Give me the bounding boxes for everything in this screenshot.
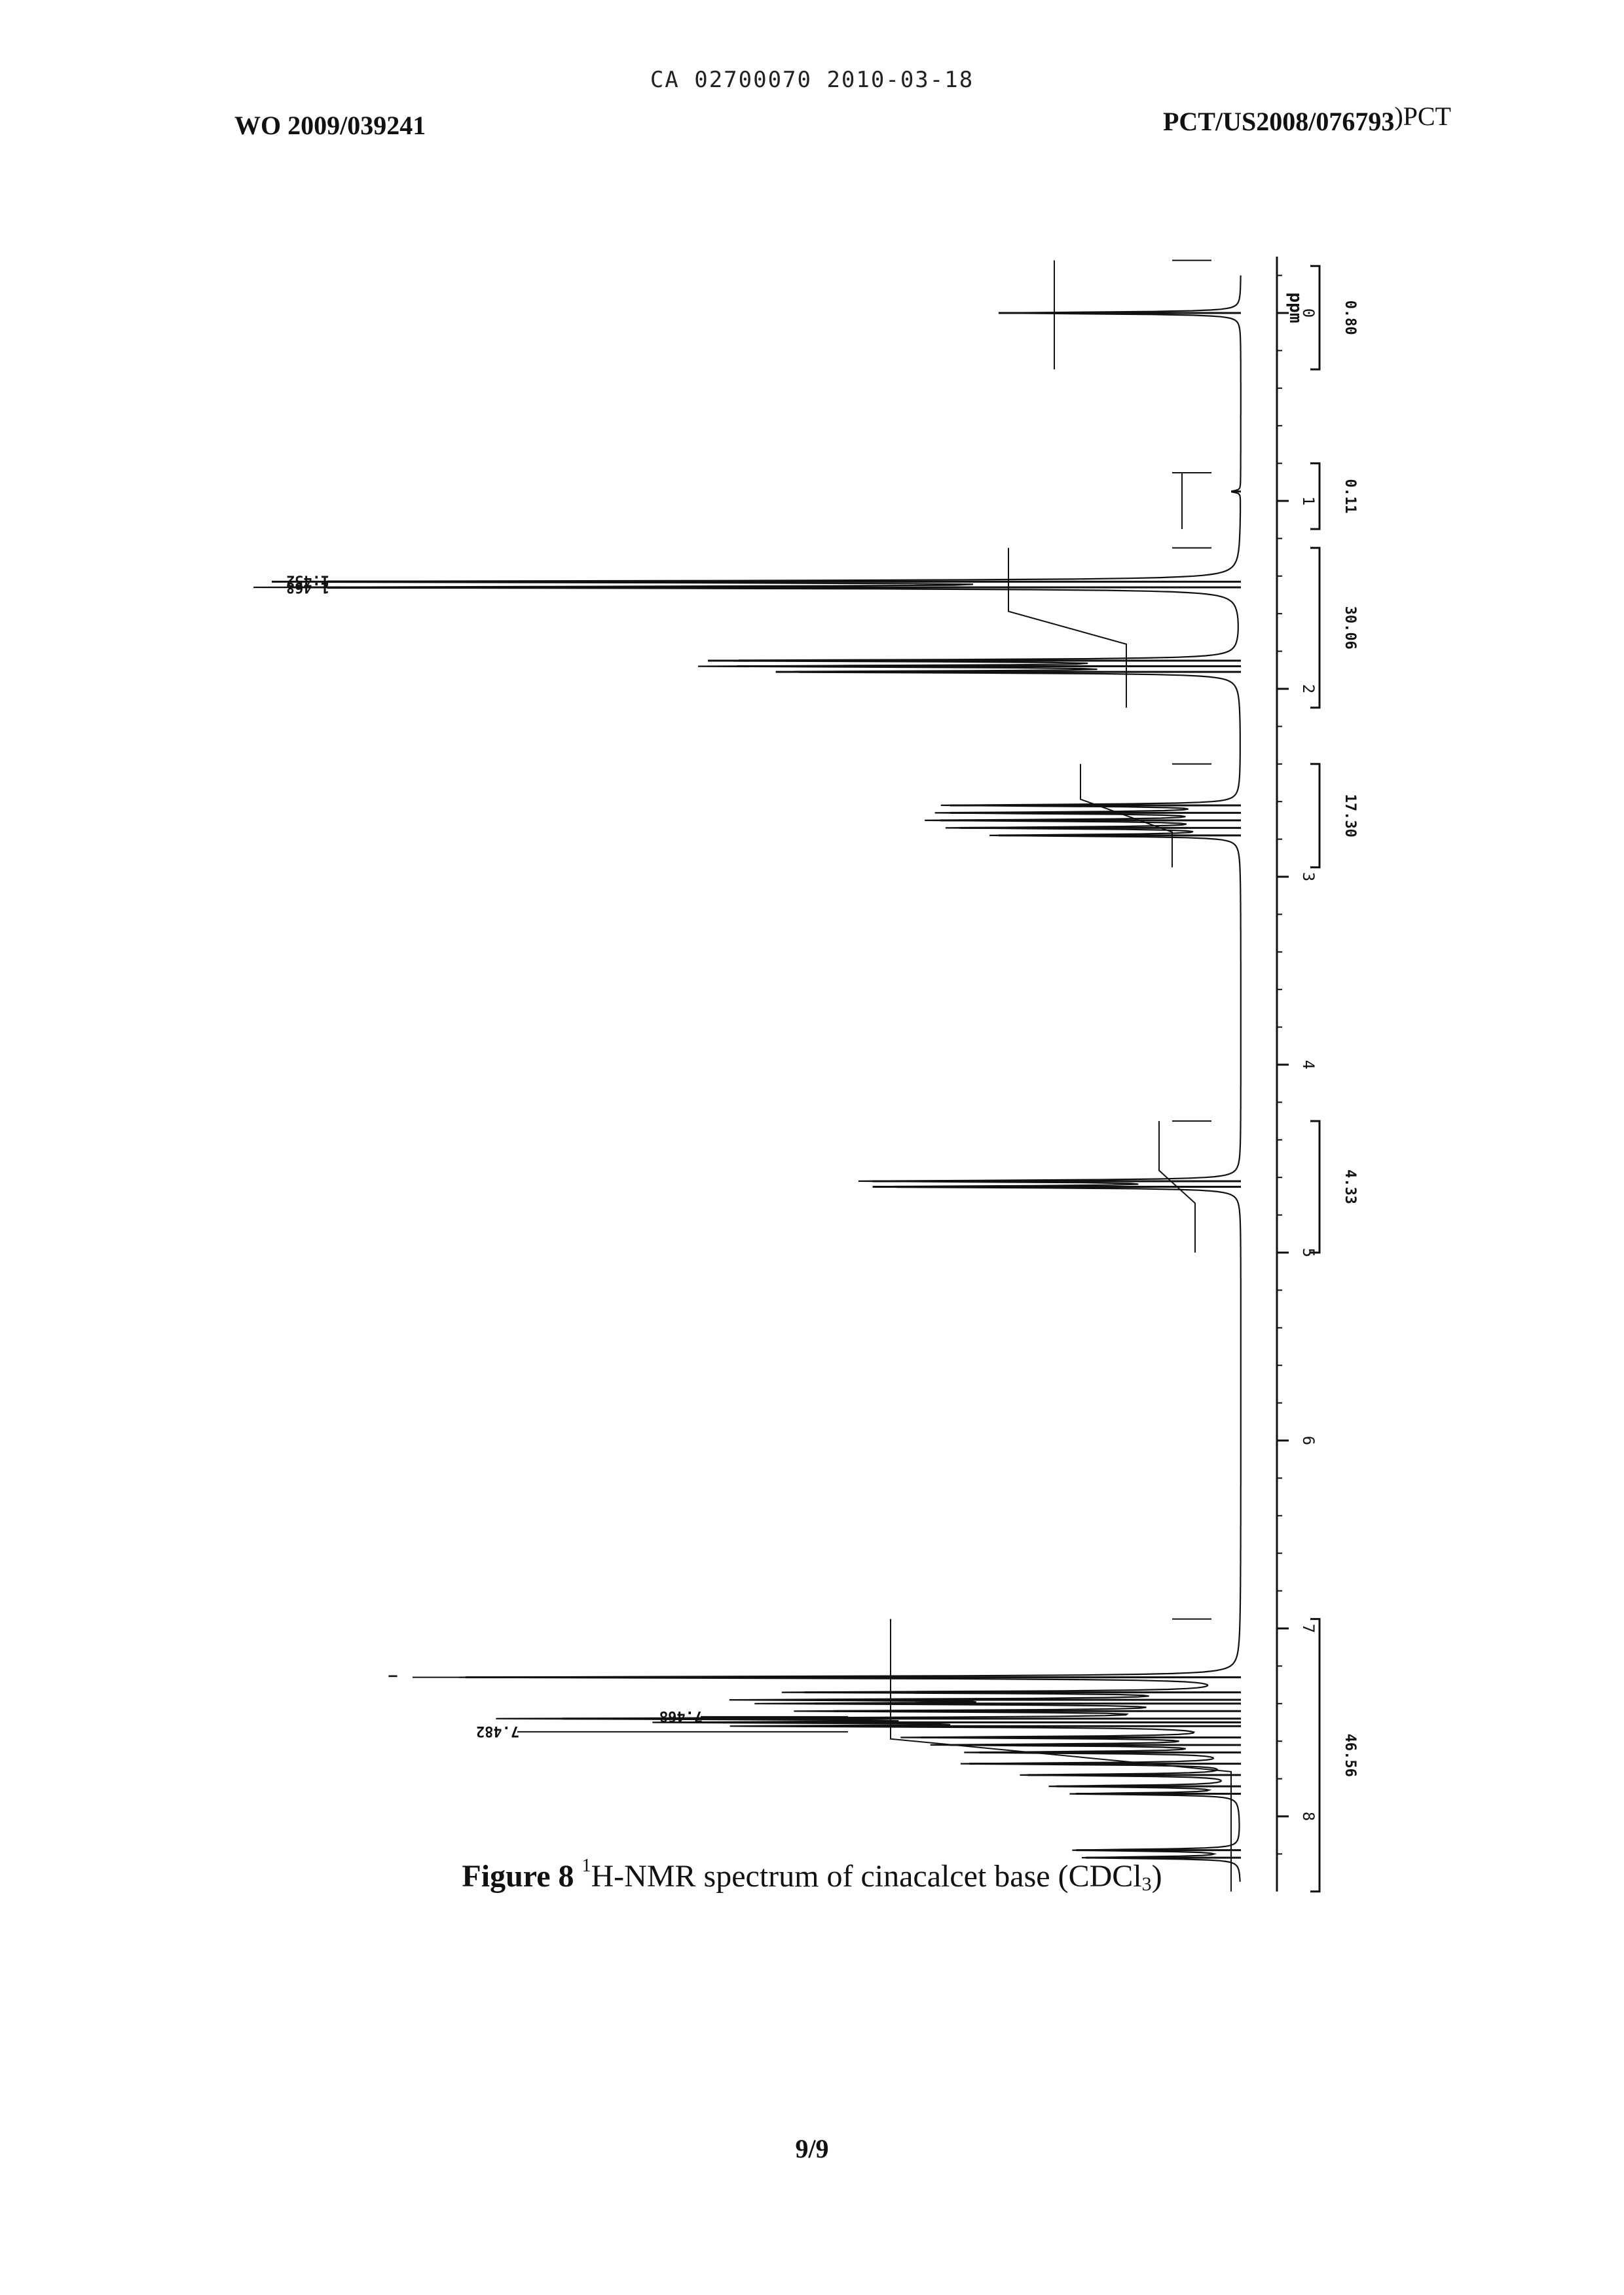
axis-tick-label: 6 (1299, 1436, 1318, 1445)
peak-label: 7.482 (476, 1723, 519, 1739)
integral-value: 30.06 (1342, 606, 1358, 650)
figure-caption: Figure 8 1H-NMR spectrum of cinacalcet b… (0, 1858, 1624, 1896)
integral-curves (891, 261, 1231, 1892)
peak-labels: 1.4521.468—7.4687.482 (286, 572, 848, 1739)
integral-value: 4.33 (1342, 1169, 1358, 1204)
caption-superscript: 1 (582, 1856, 591, 1876)
axis-tick-label: 2 (1299, 684, 1318, 693)
caption-text-end: ) (1152, 1859, 1162, 1894)
integral-bracket (1310, 1121, 1320, 1253)
axis-tick-label: 3 (1299, 872, 1318, 881)
integral-brackets: 0.80 0.11 30.06 17.30 4.33 46.56 (1310, 266, 1358, 1892)
integral-curve (1008, 548, 1126, 708)
integral-value: 0.80 (1342, 301, 1358, 335)
peak-label: — (388, 1668, 397, 1685)
caption-subscript: 3 (1142, 1873, 1152, 1895)
integral-bracket (1310, 764, 1320, 868)
caption-text: H-NMR spectrum of cinacalcet base (CDCl (591, 1859, 1142, 1894)
page-number: 9/9 (0, 2133, 1624, 2164)
peak-label: 1.468 (286, 579, 329, 595)
figure-label: Figure 8 (462, 1859, 574, 1894)
axis-unit-label: ppm (1285, 293, 1305, 323)
spectrum-trace (253, 276, 1241, 1882)
integral-bracket (1310, 1619, 1320, 1892)
integral-value: 46.56 (1342, 1734, 1358, 1777)
axis-tick-label: 4 (1299, 1060, 1318, 1069)
ppm-axis: 012345678ppm (1277, 257, 1318, 1892)
peak-label: 7.468 (659, 1708, 703, 1724)
integral-value: 0.11 (1342, 479, 1358, 513)
axis-tick-label: 7 (1299, 1624, 1318, 1633)
axis-tick-label: 1 (1299, 496, 1318, 505)
spectrum-peaks (253, 276, 1241, 1882)
integral-value: 17.30 (1342, 794, 1358, 837)
axis-tick-label: 8 (1299, 1812, 1318, 1821)
